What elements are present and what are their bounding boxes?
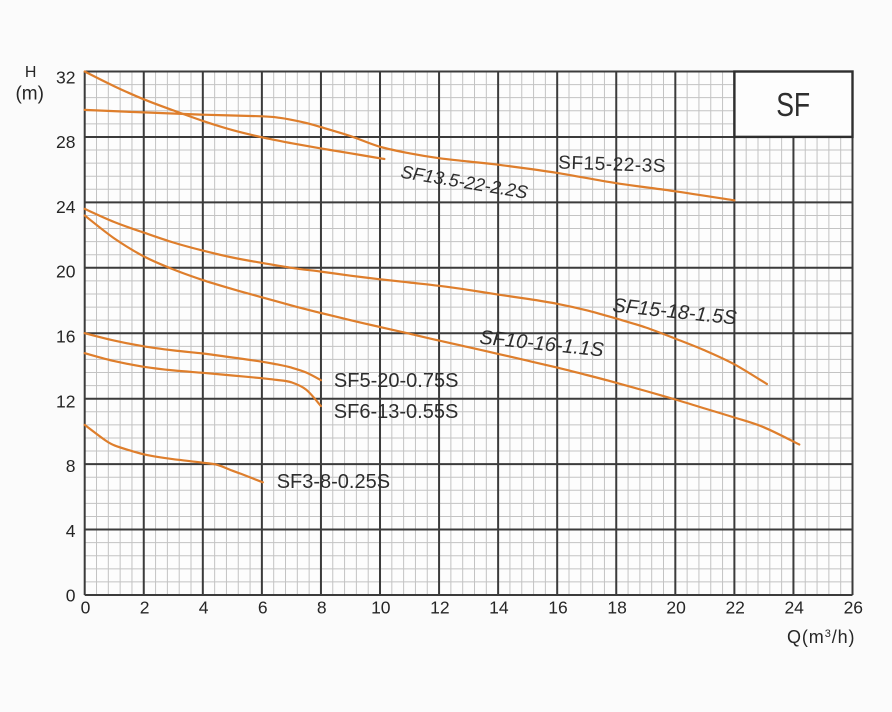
svg-text:16: 16: [548, 598, 567, 618]
svg-text:SF: SF: [776, 86, 810, 123]
svg-text:H: H: [25, 64, 37, 81]
svg-text:8: 8: [317, 598, 327, 618]
svg-text:(m): (m): [15, 84, 43, 105]
svg-text:0: 0: [81, 598, 91, 618]
svg-text:18: 18: [607, 598, 626, 618]
svg-text:6: 6: [258, 598, 268, 618]
svg-text:Q(m3/h): Q(m3/h): [787, 627, 855, 647]
svg-text:20: 20: [666, 598, 686, 618]
svg-text:20: 20: [56, 262, 76, 282]
svg-text:14: 14: [489, 598, 509, 618]
svg-text:12: 12: [430, 598, 449, 618]
svg-text:SF6-13-0.55S: SF6-13-0.55S: [334, 401, 459, 423]
svg-text:26: 26: [844, 598, 863, 618]
svg-text:0: 0: [66, 586, 76, 606]
svg-text:4: 4: [199, 598, 209, 618]
svg-text:4: 4: [66, 521, 76, 541]
svg-text:SF15-22-3S: SF15-22-3S: [558, 153, 667, 178]
svg-text:22: 22: [725, 598, 744, 618]
svg-text:24: 24: [56, 197, 76, 217]
svg-text:SF5-20-0.75S: SF5-20-0.75S: [334, 370, 459, 392]
svg-text:28: 28: [56, 132, 75, 152]
svg-text:10: 10: [371, 598, 391, 618]
svg-text:12: 12: [56, 391, 75, 411]
svg-text:8: 8: [66, 456, 76, 476]
svg-text:16: 16: [56, 327, 75, 347]
svg-text:SF3-8-0.25S: SF3-8-0.25S: [277, 471, 390, 493]
svg-text:32: 32: [56, 68, 75, 88]
svg-text:2: 2: [140, 598, 150, 618]
svg-text:24: 24: [784, 598, 804, 618]
